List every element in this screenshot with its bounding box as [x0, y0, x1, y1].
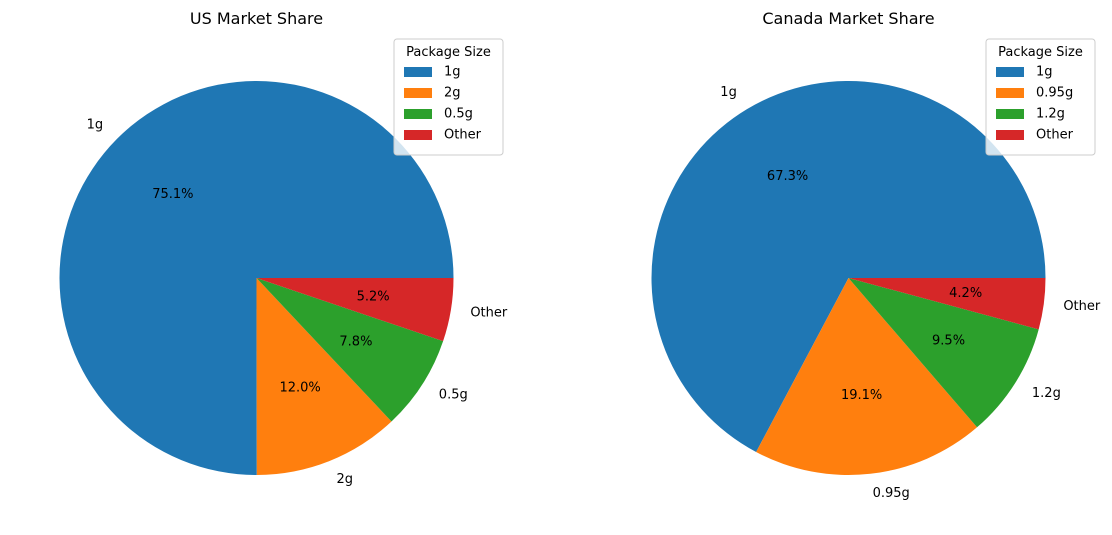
us-market-share-pie: US Market Share 75.1% 1g 12.0% 2g 7.8% 0.5g 5.… — [59, 9, 508, 487]
legend-swatch-other — [404, 130, 432, 140]
pct-label-2g: 12.0% — [279, 380, 320, 395]
legend-label-other: Other — [444, 128, 482, 143]
chart-title: Canada Market Share — [762, 9, 934, 28]
legend-label-0-95g: 0.95g — [1036, 86, 1073, 101]
pct-label-1-2g: 9.5% — [932, 333, 965, 348]
pct-label-other: 5.2% — [357, 290, 390, 305]
canada-market-share-pie: Canada Market Share 67.3% 1g 19.1% 0.95g 9.5… — [651, 9, 1101, 501]
slice-label-2g: 2g — [337, 472, 354, 487]
legend: Package Size 1g 2g 0.5g Other — [393, 38, 504, 156]
pct-label-other: 4.2% — [949, 286, 982, 301]
slice-label-other: Other — [470, 306, 508, 321]
pie-slice-0-95g — [756, 278, 978, 475]
pie-slice-1g — [651, 80, 1046, 453]
pie-slice-other — [848, 278, 1046, 330]
legend-label-other: Other — [1036, 128, 1074, 143]
legend-swatch-1g — [404, 67, 432, 77]
slice-label-0-5g: 0.5g — [439, 388, 468, 403]
pct-label-0-95g: 19.1% — [841, 388, 882, 403]
legend-swatch-2g — [404, 88, 432, 98]
slice-label-0-95g: 0.95g — [873, 486, 910, 501]
pie-slice-0-5g — [256, 278, 444, 422]
slice-label-1-2g: 1.2g — [1032, 386, 1061, 401]
slice-label-other: Other — [1063, 299, 1101, 314]
legend-swatch-1g — [996, 67, 1024, 77]
pct-label-1g: 75.1% — [152, 187, 193, 202]
legend-swatch-0-95g — [996, 88, 1024, 98]
pct-label-0-5g: 7.8% — [339, 334, 372, 349]
pie-slice-1g — [59, 80, 454, 475]
legend-title: Package Size — [406, 45, 491, 60]
legend-label-1g: 1g — [1036, 65, 1053, 80]
slice-label-1g: 1g — [87, 117, 104, 132]
pct-label-1g: 67.3% — [767, 169, 808, 184]
legend-label-1g: 1g — [444, 65, 461, 80]
legend-swatch-1-2g — [996, 109, 1024, 119]
pie-slice-1-2g — [848, 278, 1039, 428]
legend-label-2g: 2g — [444, 86, 461, 101]
legend-label-1-2g: 1.2g — [1036, 107, 1065, 122]
chart-title: US Market Share — [190, 9, 323, 28]
legend-label-0-5g: 0.5g — [444, 107, 473, 122]
pie-slice-other — [256, 278, 454, 342]
slice-label-1g: 1g — [720, 85, 737, 100]
legend: Package Size 1g 0.95g 1.2g Other — [985, 38, 1096, 156]
legend-swatch-other — [996, 130, 1024, 140]
legend-title: Package Size — [998, 45, 1083, 60]
legend-swatch-0-5g — [404, 109, 432, 119]
pie-slice-2g — [256, 278, 392, 475]
